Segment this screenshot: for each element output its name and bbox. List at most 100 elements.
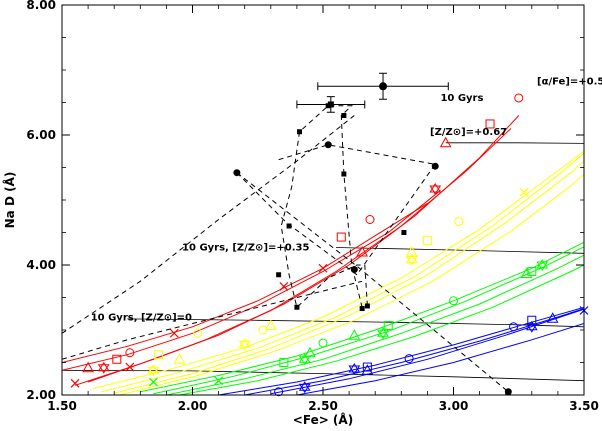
blue-marker-star-5 — [298, 381, 311, 394]
yellow-marker-x-11 — [519, 187, 529, 197]
red-marker-star-3 — [97, 361, 110, 374]
data-square-0 — [297, 129, 303, 135]
red-marker-x-12 — [279, 282, 289, 291]
blue-marker-star-9-a — [525, 320, 538, 331]
dashed-line-1 — [62, 280, 363, 360]
data-square-9 — [359, 306, 365, 312]
red-curve-1 — [62, 189, 441, 371]
yellow-curve-2 — [114, 160, 584, 394]
y-axis-label: Na D (Å) — [2, 172, 17, 229]
data-dot-3 — [350, 266, 358, 274]
red-marker-square-8 — [336, 232, 346, 242]
blue-marker-star-3 — [348, 363, 361, 375]
red-marker-circle-7 — [365, 215, 375, 224]
blue-marker-star-9-b — [525, 323, 538, 333]
black-line-1 — [127, 318, 584, 328]
blue-curve-1 — [244, 308, 584, 395]
yellow-marker-star-6-a — [238, 338, 251, 348]
yellow-curve-3 — [119, 173, 584, 395]
annotation-1: 10 Gyrs — [440, 93, 483, 104]
red-marker-triangle-9 — [356, 245, 368, 257]
red-marker-star-3-b — [97, 364, 110, 374]
data-square-6 — [294, 304, 300, 310]
red-marker-star-3-a — [97, 361, 110, 372]
data-square-3 — [341, 171, 347, 177]
x-tick-label-2: 2.50 — [308, 399, 338, 413]
dashed-lines — [62, 105, 509, 393]
blue-marker-star-3-b — [348, 365, 361, 375]
error-point-1 — [296, 96, 366, 113]
red-marker-square-1 — [112, 354, 122, 364]
x-tick-label-3: 3.00 — [439, 399, 469, 413]
yellow-marker-star-3 — [147, 364, 160, 377]
blue-marker-circle-6 — [509, 322, 519, 332]
blue-marker-square-1 — [362, 362, 372, 372]
axes: 1.50 2.00 2.50 3.00 3.502.004.006.008.00 — [26, 0, 598, 413]
y-tick-label-3: 8.00 — [26, 0, 56, 12]
error-point-0 — [317, 72, 449, 100]
blue-marker-star-5-a — [298, 381, 311, 391]
yellow-marker-star-3-a — [147, 364, 160, 374]
data-dot-1 — [324, 141, 332, 149]
red-curve-3 — [87, 115, 520, 383]
yellow-marker-x-11-b — [519, 187, 529, 197]
green-marker-circle-6 — [449, 296, 458, 306]
red-marker-star-10-a — [429, 183, 442, 193]
blue-marker-circle-4 — [274, 387, 284, 397]
black-line-0 — [62, 369, 584, 382]
yellow-curve-0 — [93, 150, 584, 389]
green-marker-circle-0 — [318, 338, 328, 348]
yellow-marker-square-8 — [422, 235, 432, 245]
blue-curve-3 — [296, 323, 584, 395]
green-marker-x-4-b — [214, 376, 224, 386]
green-marker-square-7 — [383, 320, 393, 330]
green-marker-star-3 — [298, 353, 311, 366]
green-marker-star-12-b — [536, 261, 549, 271]
plot-lines-black — [62, 142, 584, 382]
error-marker-dot-0 — [379, 82, 388, 91]
data-square-2 — [341, 113, 347, 118]
data-square-4 — [286, 223, 292, 229]
error-marker-square-1 — [327, 101, 334, 108]
blue-marker-star-5-b — [298, 383, 311, 394]
red-marker-x-6 — [169, 328, 179, 338]
data-dot-0 — [233, 169, 241, 177]
red-marker-x-4-b — [70, 378, 80, 388]
yellow-marker-square-1 — [154, 350, 164, 360]
red-marker-circle-0 — [125, 348, 135, 358]
dashed-line-0 — [62, 115, 355, 334]
dashed-line-2 — [236, 164, 436, 276]
green-marker-star-12 — [536, 259, 549, 271]
yellow-curve-1 — [100, 152, 584, 393]
y-tick-label-2: 6.00 — [26, 128, 56, 142]
blue-marker-triangle-8 — [546, 312, 559, 323]
blue-curve-0 — [218, 306, 584, 395]
model-curves — [62, 115, 584, 395]
x-tick-label-1: 2.00 — [178, 399, 208, 413]
yellow-marker-circle-7 — [454, 216, 464, 226]
data-square-7 — [401, 230, 407, 235]
green-marker-square-1 — [279, 358, 289, 367]
yellow-marker-star-6 — [238, 338, 251, 351]
yellow-marker-triangle-2 — [173, 353, 186, 364]
blue-marker-star-3-a — [348, 363, 361, 373]
y-tick-label-0: 2.00 — [26, 388, 56, 402]
yellow-marker-triangle-9 — [405, 245, 418, 257]
dashed-line-4 — [278, 144, 436, 165]
red-marker-x-5 — [125, 362, 135, 372]
observed-path-line — [280, 105, 368, 309]
annotation-2: [Z/Z⊙]=+0.67 — [430, 127, 507, 138]
annotation-4: 10 Gyrs, [Z/Z⊙]=0 — [91, 312, 192, 323]
green-marker-x-4 — [214, 376, 224, 386]
black-line-3 — [445, 142, 584, 144]
yellow-marker-triangle-5 — [264, 319, 277, 330]
green-marker-star-3-b — [298, 355, 311, 366]
observed-points — [233, 72, 512, 396]
data-dot-2 — [431, 162, 439, 170]
yellow-marker-star-3-b — [147, 366, 160, 377]
blue-curve-2 — [270, 308, 584, 395]
data-square-5 — [276, 272, 282, 278]
x-axis-label: <Fe> (Å) — [293, 412, 353, 427]
model-markers — [70, 93, 589, 397]
